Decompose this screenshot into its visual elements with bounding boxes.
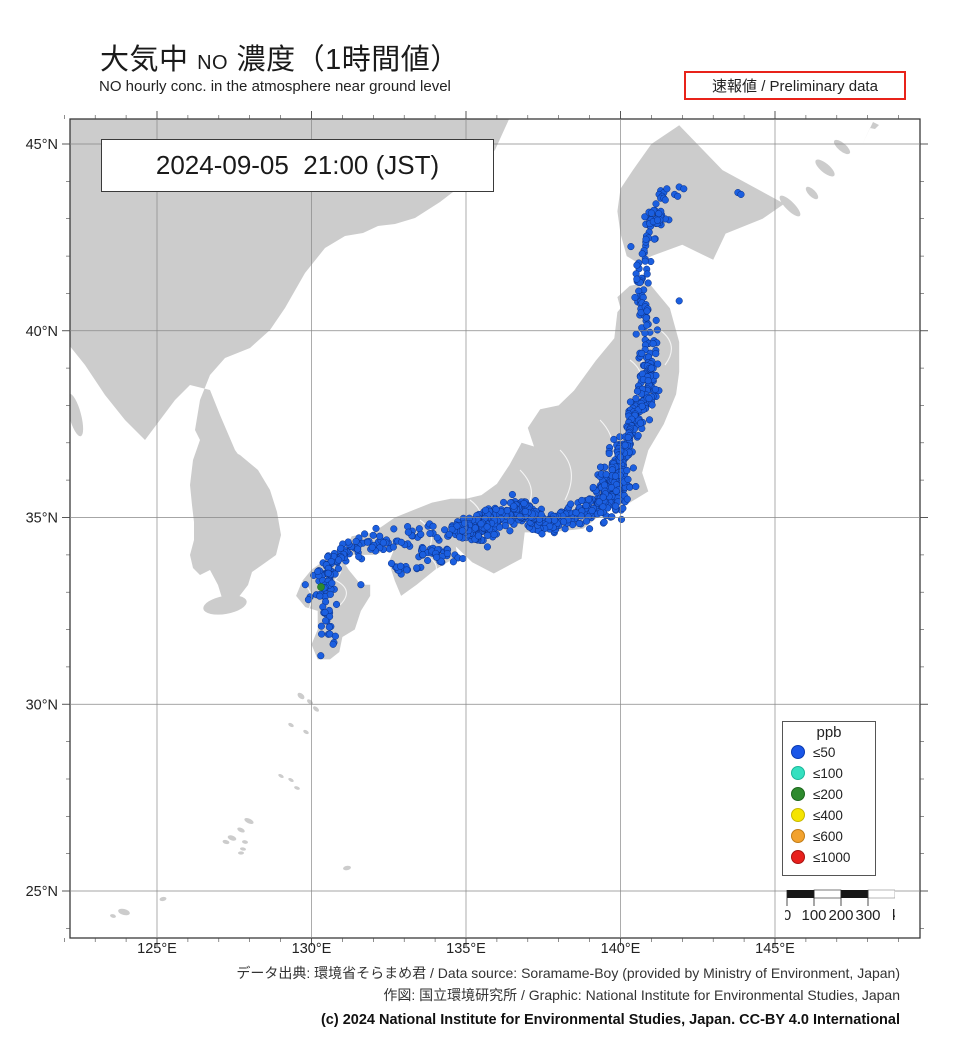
svg-text:145°E: 145°E	[755, 941, 795, 957]
svg-text:0: 0	[785, 907, 791, 922]
svg-text:135°E: 135°E	[446, 941, 486, 957]
svg-text:km: km	[892, 907, 895, 922]
svg-text:30°N: 30°N	[26, 697, 58, 713]
svg-text:25°N: 25°N	[26, 884, 58, 900]
svg-text:125°E: 125°E	[137, 941, 177, 957]
svg-text:140°E: 140°E	[601, 941, 641, 957]
svg-text:130°E: 130°E	[292, 941, 332, 957]
svg-text:300: 300	[855, 907, 880, 922]
svg-text:45°N: 45°N	[26, 137, 58, 153]
svg-text:35°N: 35°N	[26, 511, 58, 527]
svg-text:100: 100	[801, 907, 826, 922]
svg-text:200: 200	[828, 907, 853, 922]
svg-text:40°N: 40°N	[26, 324, 58, 340]
